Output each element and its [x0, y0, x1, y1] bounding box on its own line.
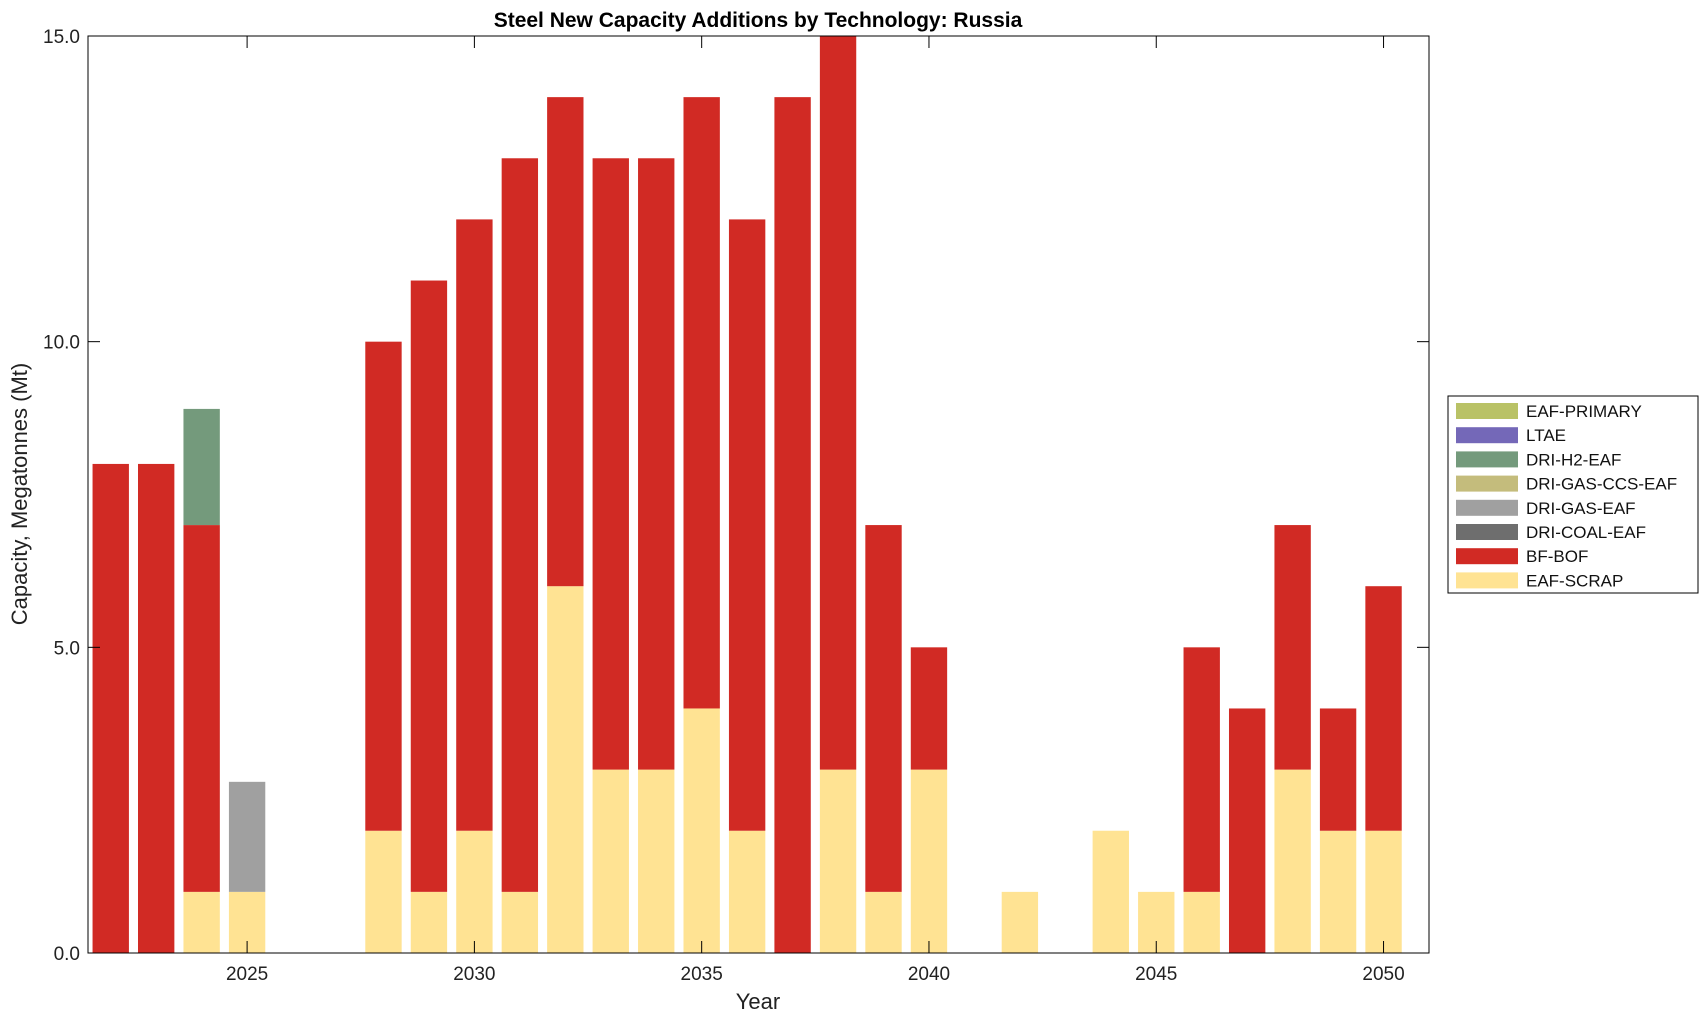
- bar-eaf-scrap-2044: [1092, 830, 1129, 953]
- legend-swatch-dri-gas-eaf: [1456, 499, 1518, 516]
- legend-items: EAF-PRIMARY LTAE DRI-H2-EAF DRI-GAS-CCS-EAF…: [1456, 402, 1677, 590]
- legend: EAF-PRIMARY LTAE DRI-H2-EAF DRI-GAS-CCS-EAF…: [1447, 395, 1699, 594]
- bar-bf-bof-2031: [501, 158, 539, 892]
- bar-bf-bof-2033: [592, 158, 629, 770]
- legend-swatch-eaf-primary: [1456, 403, 1518, 419]
- bar-bf-bof-2035: [683, 97, 720, 709]
- bar-bf-bof-2028: [365, 341, 402, 831]
- chart-title: Steel New Capacity Additions by Technolo…: [494, 9, 1023, 32]
- bar-eaf-scrap-2030: [456, 830, 493, 953]
- bar-bf-bof-2049: [1319, 708, 1357, 831]
- bar-eaf-scrap-2031: [501, 891, 539, 953]
- y-axis-title: Capacity, Megatonnes (Mt): [7, 363, 32, 625]
- bar-eaf-scrap-2028: [365, 830, 402, 953]
- x-tick-label-2025: 2025: [226, 964, 268, 985]
- legend-swatch-dri-h2-eaf: [1456, 451, 1518, 468]
- bar-bf-bof-2023: [138, 463, 175, 953]
- y-tick-label-10: 10.0: [43, 333, 80, 354]
- bar-bf-bof-2047: [1228, 708, 1266, 953]
- x-tick-label-2035: 2035: [681, 964, 723, 985]
- x-tick-label-2040: 2040: [908, 964, 950, 985]
- bar-bf-bof-2032: [547, 97, 584, 587]
- x-tick-label-2030: 2030: [453, 964, 495, 985]
- legend-label-dri-coal-eaf: DRI-COAL-EAF: [1526, 523, 1646, 542]
- y-tick-label-5: 5.0: [54, 638, 80, 659]
- bar-eaf-scrap-2040: [910, 769, 948, 953]
- bar-bf-bof-2039: [865, 525, 902, 892]
- bar-eaf-scrap-2046: [1183, 891, 1220, 953]
- legend-swatch-bf-bof: [1456, 548, 1518, 565]
- bar-eaf-scrap-2048: [1274, 769, 1311, 953]
- legend-swatch-eaf-scrap: [1456, 572, 1518, 589]
- bar-bf-bof-2037: [774, 97, 811, 953]
- plot-frame: [87, 35, 1430, 954]
- bar-bf-bof-2046: [1183, 647, 1220, 892]
- bar-bf-bof-2034: [638, 158, 675, 770]
- bar-bf-bof-2029: [410, 280, 448, 892]
- legend-swatch-ltae: [1456, 427, 1518, 444]
- bar-eaf-scrap-2035: [683, 708, 720, 953]
- bar-eaf-scrap-2042: [1001, 891, 1039, 953]
- legend-label-ltae: LTAE: [1526, 426, 1566, 445]
- bar-eaf-scrap-2039: [865, 891, 902, 953]
- x-tick-label-2050: 2050: [1362, 964, 1404, 985]
- bar-bf-bof-2040: [910, 647, 948, 770]
- legend-label-eaf-scrap: EAF-SCRAP: [1526, 571, 1623, 590]
- bar-eaf-scrap-2024: [183, 891, 220, 953]
- bar-dri-h2-eaf-2024: [183, 408, 220, 526]
- bar-eaf-scrap-2034: [638, 769, 675, 953]
- bar-bf-bof-2024: [183, 525, 220, 892]
- legend-label-dri-h2-eaf: DRI-H2-EAF: [1526, 450, 1621, 469]
- bar-bf-bof-2048: [1274, 525, 1311, 770]
- bar-bf-bof-2050: [1365, 586, 1402, 831]
- bar-eaf-scrap-2033: [592, 769, 629, 953]
- ticks-layer: 0.0 5.0 10.0 15.0 2025 2030 2035 2040 2045 2050: [43, 27, 1429, 985]
- bars-layer: [92, 36, 1402, 953]
- bar-dri-gas-eaf-2025: [228, 781, 266, 892]
- bar-bf-bof-2036: [728, 219, 766, 831]
- legend-label-eaf-primary: EAF-PRIMARY: [1526, 402, 1642, 421]
- bar-bf-bof-2038: [819, 36, 857, 770]
- bar-eaf-scrap-2038: [819, 769, 857, 953]
- bar-eaf-scrap-2049: [1319, 830, 1357, 953]
- legend-swatch-dri-gas-ccs-eaf: [1456, 475, 1518, 492]
- y-tick-label-15: 15.0: [43, 27, 80, 48]
- y-tick-label-0: 0.0: [54, 944, 80, 965]
- legend-label-dri-gas-ccs-eaf: DRI-GAS-CCS-EAF: [1526, 475, 1677, 494]
- bar-bf-bof-2030: [456, 219, 493, 831]
- x-axis-title: Year: [736, 989, 780, 1014]
- legend-label-bf-bof: BF-BOF: [1526, 547, 1588, 566]
- legend-label-dri-gas-eaf: DRI-GAS-EAF: [1526, 499, 1636, 518]
- bar-eaf-scrap-2050: [1365, 830, 1402, 953]
- bar-bf-bof-2022: [92, 463, 129, 953]
- bar-eaf-scrap-2032: [547, 586, 584, 953]
- bar-eaf-scrap-2036: [728, 830, 766, 953]
- legend-swatch-dri-coal-eaf: [1456, 524, 1518, 540]
- x-tick-label-2045: 2045: [1135, 964, 1177, 985]
- bar-eaf-scrap-2029: [410, 891, 448, 953]
